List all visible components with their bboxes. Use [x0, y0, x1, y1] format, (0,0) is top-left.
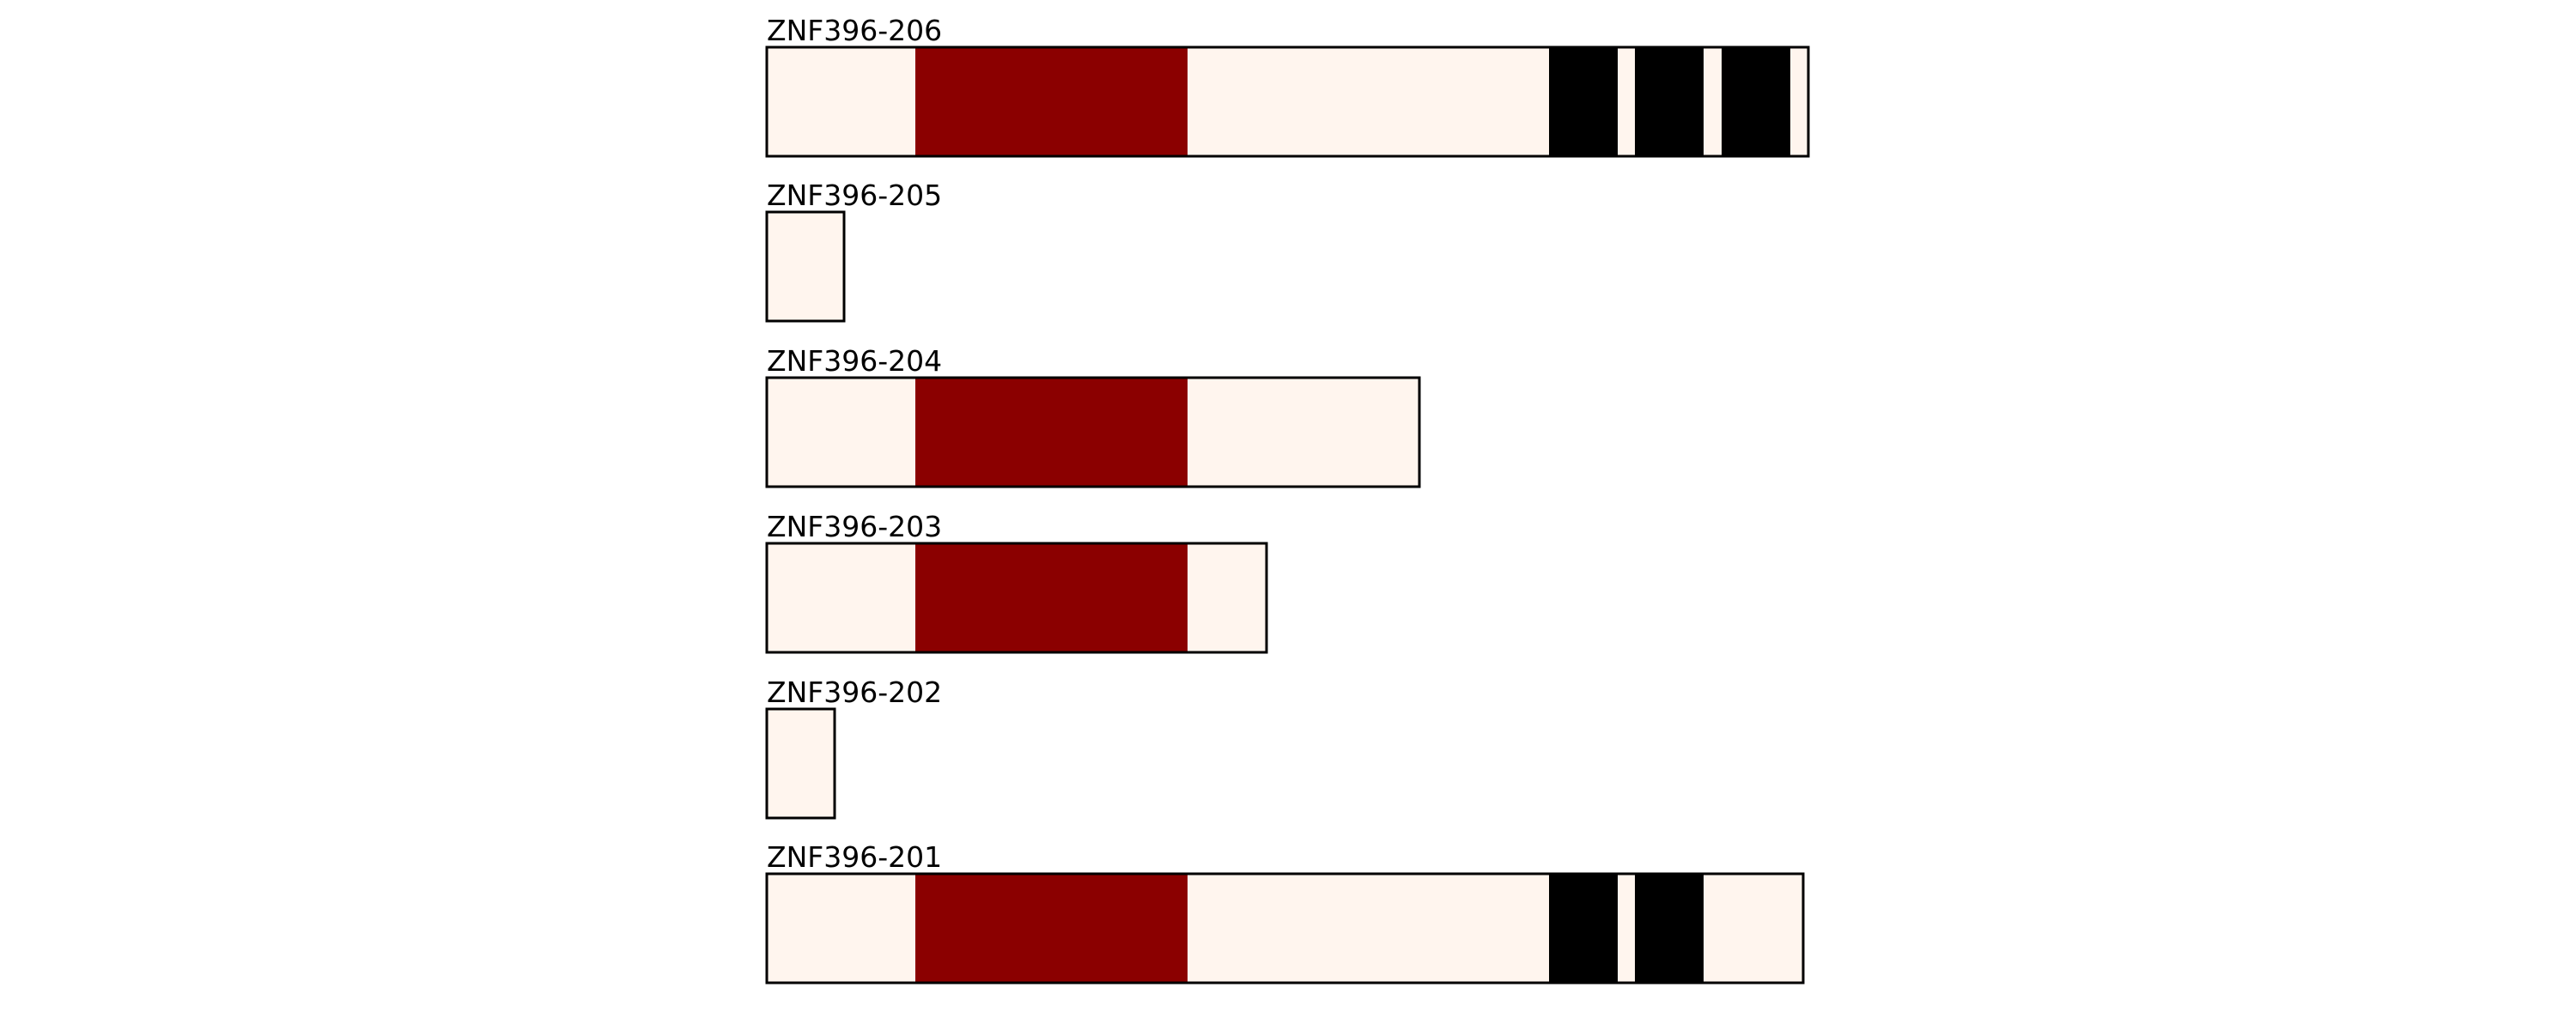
- transcript-outline: [765, 45, 1810, 158]
- transcript-outline: [765, 210, 846, 323]
- isoform-label: ZNF396-206: [767, 14, 942, 47]
- isoform-row: ZNF396-204: [765, 344, 1421, 488]
- isoform-label: ZNF396-201: [767, 840, 942, 874]
- domain: [915, 543, 1188, 652]
- motif: [1549, 874, 1618, 983]
- isoform-label: ZNF396-205: [767, 179, 942, 212]
- motif: [1722, 47, 1790, 156]
- transcript-body: [767, 709, 835, 818]
- transcript-body: [767, 212, 844, 321]
- domain: [915, 378, 1188, 487]
- motif: [1635, 874, 1704, 983]
- transcript-outline: [765, 707, 836, 820]
- isoform-row: ZNF396-201: [765, 840, 1805, 985]
- transcript-outline: [765, 542, 1268, 654]
- isoform-label: ZNF396-203: [767, 510, 942, 543]
- isoform-label: ZNF396-204: [767, 344, 942, 378]
- isoform-row: ZNF396-203: [765, 510, 1268, 654]
- domain: [915, 874, 1188, 983]
- domain: [915, 47, 1188, 156]
- transcript-outline: [765, 872, 1805, 985]
- motif: [1549, 47, 1618, 156]
- isoform-row: ZNF396-206: [765, 14, 1810, 158]
- transcript-outline: [765, 376, 1421, 488]
- isoform-row: ZNF396-205: [765, 179, 942, 323]
- motif: [1635, 47, 1704, 156]
- isoform-row: ZNF396-202: [765, 676, 942, 820]
- isoform-label: ZNF396-202: [767, 676, 942, 709]
